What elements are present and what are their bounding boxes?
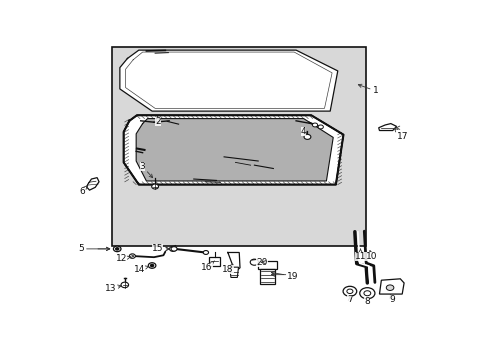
Text: 8: 8: [364, 297, 369, 306]
Text: 11: 11: [354, 249, 366, 261]
Text: 4: 4: [300, 127, 306, 136]
Polygon shape: [226, 252, 240, 272]
Text: 18: 18: [222, 264, 233, 274]
Circle shape: [359, 288, 374, 299]
Circle shape: [386, 285, 393, 291]
Text: 6: 6: [79, 186, 87, 196]
Text: 12: 12: [116, 255, 130, 264]
Circle shape: [113, 246, 121, 252]
Text: 9: 9: [388, 295, 394, 304]
Polygon shape: [260, 269, 275, 284]
Circle shape: [151, 184, 158, 189]
Circle shape: [312, 123, 317, 127]
Circle shape: [304, 134, 310, 139]
Polygon shape: [378, 123, 396, 131]
Circle shape: [121, 282, 128, 288]
Text: 15: 15: [152, 244, 169, 253]
Polygon shape: [136, 118, 332, 181]
Circle shape: [250, 259, 258, 265]
Circle shape: [343, 286, 356, 296]
Text: 2: 2: [155, 117, 160, 126]
Text: 7: 7: [346, 295, 352, 304]
Text: 19: 19: [271, 271, 298, 280]
Circle shape: [129, 254, 135, 258]
Text: 16: 16: [201, 261, 214, 272]
Text: 20: 20: [256, 258, 267, 267]
Circle shape: [203, 251, 208, 255]
Polygon shape: [123, 115, 343, 185]
Text: 5: 5: [78, 244, 109, 253]
Text: 14: 14: [134, 265, 148, 274]
Text: 17: 17: [394, 129, 407, 140]
Circle shape: [116, 248, 119, 250]
Circle shape: [169, 246, 176, 251]
Text: 3: 3: [140, 162, 152, 177]
Circle shape: [317, 125, 323, 129]
Polygon shape: [379, 279, 403, 294]
Polygon shape: [87, 177, 99, 190]
Circle shape: [150, 264, 153, 267]
Text: 10: 10: [366, 251, 377, 261]
Text: 13: 13: [104, 284, 121, 293]
Text: 1: 1: [358, 84, 378, 95]
Circle shape: [346, 289, 352, 293]
Polygon shape: [120, 50, 337, 111]
Polygon shape: [229, 267, 238, 278]
Bar: [112, 48, 366, 246]
Circle shape: [148, 263, 156, 268]
Circle shape: [171, 247, 177, 251]
Circle shape: [363, 291, 370, 296]
Polygon shape: [208, 257, 220, 266]
Polygon shape: [258, 261, 277, 269]
